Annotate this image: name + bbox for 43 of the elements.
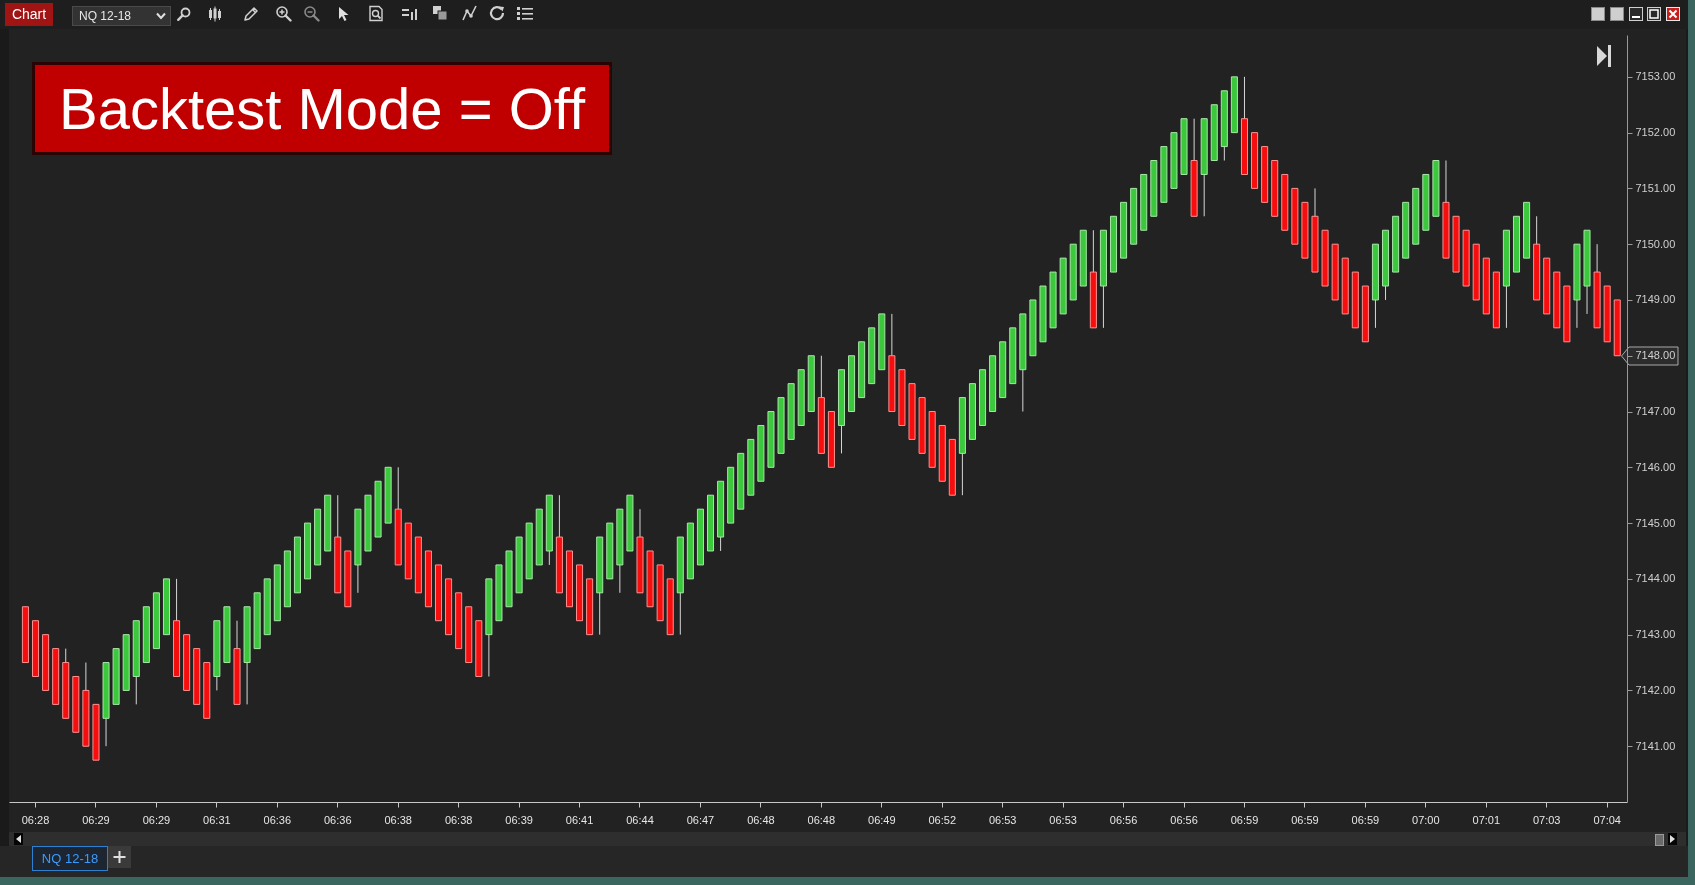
x-tick-label: 06:38 xyxy=(444,813,473,826)
y-tick-label: 7143.00 xyxy=(1635,628,1676,641)
x-tick-label: 06:39 xyxy=(505,813,533,826)
y-tick-label: 7141.00 xyxy=(1635,739,1676,752)
y-tick-label: 7142.00 xyxy=(1635,683,1676,696)
tab: NQ 12-18 xyxy=(32,846,108,871)
x-tick-label: 06:41 xyxy=(565,813,594,826)
x-tick-label: 06:48 xyxy=(807,813,836,826)
y-tick-label: 7153.00 xyxy=(1635,70,1676,83)
x-tick-label: 06:28 xyxy=(21,813,50,826)
x-tick-label: 06:56 xyxy=(1109,813,1138,826)
x-tick-label: 06:53 xyxy=(1049,813,1077,826)
x-tick-label: 07:00 xyxy=(1412,813,1440,826)
x-tick-label: 06:29 xyxy=(82,813,110,826)
x-tick-label: 06:44 xyxy=(626,813,654,826)
x-tick-label: 06:59 xyxy=(1351,813,1380,826)
x-tick-label: 06:48 xyxy=(747,813,775,826)
y-tick-label: 7144.00 xyxy=(1635,572,1676,585)
x-tick-label: 06:52 xyxy=(928,813,957,826)
y-tick-label: 7147.00 xyxy=(1635,405,1676,418)
y-tick-label: 7149.00 xyxy=(1635,293,1676,306)
x-tick-label: 07:03 xyxy=(1532,813,1561,826)
x-tick-label: 06:59 xyxy=(1291,813,1319,826)
x-tick-label: 06:49 xyxy=(868,813,896,826)
y-tick-label: 7148.00 xyxy=(1635,349,1676,362)
x-tick-label: 06:53 xyxy=(988,813,1017,826)
x-tick-label: 06:56 xyxy=(1170,813,1198,826)
y-tick-label: 7151.00 xyxy=(1635,181,1676,194)
y-tick-label: 7145.00 xyxy=(1635,516,1676,529)
y-tick-label: 7152.00 xyxy=(1635,126,1676,139)
x-tick-label: 06:59 xyxy=(1230,813,1259,826)
chart-tab: Chart xyxy=(5,3,53,26)
instrument-field: NQ 12-18 xyxy=(72,6,171,26)
x-tick-label: 06:36 xyxy=(323,813,352,826)
x-tick-label: 07:01 xyxy=(1472,813,1501,826)
x-tick-label: 06:47 xyxy=(686,813,715,826)
y-tick-label: 7150.00 xyxy=(1635,237,1676,250)
x-tick-label: 06:38 xyxy=(384,813,412,826)
y-tick-label: 7146.00 xyxy=(1635,460,1676,473)
x-tick-label: 06:29 xyxy=(142,813,171,826)
x-tick-label: 06:36 xyxy=(263,813,292,826)
x-tick-label: 07:04 xyxy=(1593,813,1621,826)
x-tick-label: 06:31 xyxy=(203,813,231,826)
